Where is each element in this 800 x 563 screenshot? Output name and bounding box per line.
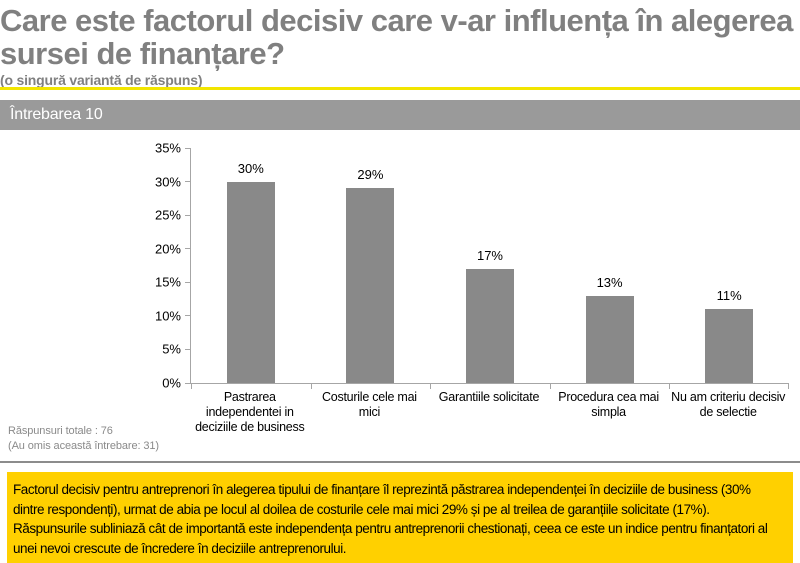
accent-rule	[0, 87, 800, 90]
section-divider	[0, 461, 800, 463]
x-axis-tick	[549, 384, 551, 389]
page-title-line-2: sursei de finanțare?	[0, 36, 285, 71]
x-axis-tick	[788, 384, 789, 389]
page-subtitle: (o singură variantă de răspuns)	[0, 72, 203, 88]
bar-value-label: 11%	[716, 288, 742, 304]
plot-area: 30% 29% 17% 13% 11% 0% 5% 10% 15% 20% 25% 30% 35%	[155, 141, 789, 391]
bar-value-label: 29%	[357, 167, 384, 183]
y-axis-label: 10%	[154, 308, 181, 324]
report-header: Care este factorul decisiv care v-ar inf…	[0, 4, 800, 88]
footnotes: Răspunsuri totale : 76 (Au omis această …	[8, 424, 159, 453]
y-axis-tick	[185, 147, 190, 149]
footnote-omitted-responses: (Au omis această întrebare: 31)	[8, 439, 159, 452]
y-axis-label: 35%	[154, 140, 181, 156]
category-label: Procedura cea mai simpla	[558, 390, 659, 419]
y-axis-label: 25%	[154, 207, 181, 223]
y-axis-label: 20%	[154, 241, 181, 257]
y-axis-tick	[185, 315, 190, 317]
bar-slot: 13%	[550, 148, 670, 383]
x-axis-tick	[669, 384, 671, 389]
bar	[585, 295, 634, 383]
category-axis: Pastrarea independentei in deciziile de …	[190, 390, 788, 435]
footnote-total-responses: Răspunsuri totale : 76	[8, 425, 113, 437]
y-axis-tick	[185, 248, 190, 250]
summary-box: Factorul decisiv pentru antreprenori în …	[7, 472, 793, 563]
y-axis-tick	[185, 214, 190, 216]
y-axis-label: 0%	[162, 375, 181, 391]
category-label: Nu am criteriu decisiv de selectie	[671, 390, 786, 419]
category-label: Garantiile solicitate	[438, 390, 540, 404]
y-axis-tick	[185, 382, 190, 384]
y-axis-label: 15%	[154, 274, 181, 290]
x-axis-tick	[430, 384, 432, 389]
bar-slot: 11%	[669, 148, 789, 383]
x-axis-tick	[191, 384, 192, 389]
bar	[226, 181, 275, 383]
bar-value-label: 13%	[596, 274, 623, 290]
bar-slot: 29%	[311, 148, 431, 383]
bar	[705, 309, 754, 383]
bar-value-label: 30%	[237, 160, 264, 176]
y-axis-label: 5%	[162, 341, 181, 357]
bar-slot: 17%	[430, 148, 550, 383]
x-axis-tick	[310, 384, 312, 389]
question-band: Întrebarea 10	[0, 100, 800, 130]
bar	[346, 188, 395, 383]
bar-value-label: 17%	[476, 247, 503, 263]
bars-row: 30% 29% 17% 13% 11%	[191, 148, 789, 383]
y-axis-tick	[185, 348, 190, 350]
bar-slot: 30%	[191, 148, 311, 383]
category-label: Pastrarea independentei in deciziile de …	[195, 390, 305, 434]
y-axis-tick	[185, 281, 190, 283]
y-axis-tick	[185, 181, 190, 183]
y-axis-label: 30%	[154, 174, 181, 190]
category-label: Costurile cele mai mici	[321, 390, 417, 419]
page-title-line-1: Care este factorul decisiv care v-ar inf…	[0, 3, 793, 38]
bar	[465, 268, 514, 383]
